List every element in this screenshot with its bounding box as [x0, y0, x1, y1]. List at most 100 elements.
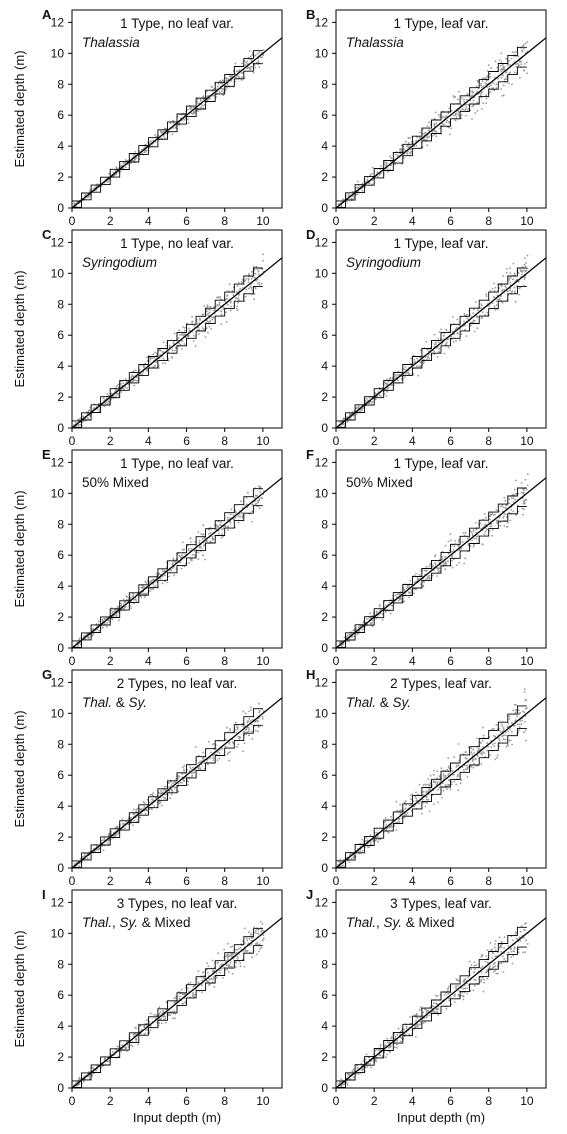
- data-point: [146, 360, 149, 362]
- panel-letter: H: [306, 667, 315, 682]
- data-point: [439, 570, 441, 573]
- data-point: [126, 596, 129, 598]
- data-point: [149, 1029, 152, 1031]
- annotation-title: 1 Type, no leaf var.: [120, 456, 234, 471]
- data-point: [488, 85, 491, 88]
- data-point: [208, 740, 210, 743]
- data-point: [179, 555, 182, 558]
- data-point: [222, 94, 225, 97]
- data-point: [159, 801, 162, 804]
- data-point: [518, 60, 521, 62]
- data-point: [525, 269, 528, 272]
- data-point: [519, 720, 522, 722]
- data-point: [229, 517, 232, 519]
- data-point: [209, 531, 212, 534]
- data-point: [162, 1015, 165, 1018]
- data-point: [489, 76, 492, 78]
- data-point: [167, 359, 170, 362]
- data-point: [135, 1040, 137, 1043]
- x-tick-label: 6: [183, 214, 190, 228]
- data-point: [154, 134, 156, 136]
- y-tick-label: 12: [51, 675, 65, 689]
- data-point: [257, 270, 260, 273]
- x-tick-label: 6: [447, 214, 454, 228]
- data-point: [440, 328, 442, 331]
- data-point: [236, 285, 239, 287]
- data-point: [400, 375, 403, 378]
- data-point: [143, 1025, 146, 1027]
- data-point: [406, 811, 409, 814]
- data-point: [103, 837, 106, 840]
- data-point: [524, 270, 527, 273]
- data-point: [145, 593, 148, 595]
- data-point: [473, 319, 476, 322]
- data-point: [343, 858, 345, 861]
- data-point: [198, 539, 201, 542]
- data-point: [116, 825, 119, 828]
- data-point: [522, 710, 524, 713]
- data-point: [245, 937, 248, 940]
- data-point: [230, 953, 233, 956]
- data-point: [409, 152, 412, 155]
- data-point: [474, 522, 477, 524]
- data-point: [148, 801, 151, 804]
- data-point: [472, 545, 475, 548]
- annotation-subtitle: Thal. & Sy.: [82, 695, 147, 710]
- data-point: [261, 939, 264, 942]
- data-point: [410, 591, 412, 594]
- data-point: [117, 171, 120, 173]
- data-point: [496, 754, 499, 757]
- data-point: [218, 757, 221, 760]
- data-point: [141, 148, 143, 151]
- data-point: [259, 491, 262, 493]
- data-point: [243, 927, 246, 930]
- data-point: [473, 752, 476, 754]
- data-point: [257, 932, 260, 935]
- x-tick-label: 10: [256, 654, 270, 668]
- data-point: [481, 91, 483, 94]
- data-point: [103, 1058, 106, 1061]
- data-point: [149, 358, 152, 361]
- lower-step-line: [72, 725, 263, 868]
- data-point: [459, 782, 462, 785]
- data-point: [254, 54, 257, 56]
- data-point: [216, 759, 219, 762]
- annotation-subtitle: Thal., Sy. & Mixed: [82, 915, 191, 930]
- data-point: [490, 525, 493, 528]
- data-point: [395, 800, 398, 803]
- data-point: [410, 798, 412, 801]
- data-point: [164, 137, 166, 140]
- panel-letter: I: [42, 887, 46, 902]
- x-tick-label: 8: [485, 654, 492, 668]
- data-point: [139, 810, 141, 812]
- y-tick-label: 4: [57, 139, 64, 153]
- data-point: [258, 51, 261, 54]
- data-point: [421, 798, 424, 801]
- data-point: [256, 953, 258, 956]
- data-point: [471, 753, 473, 755]
- data-point: [502, 738, 505, 740]
- x-tick-label: 0: [333, 654, 340, 668]
- data-point: [243, 731, 246, 733]
- data-point: [419, 349, 422, 352]
- plot-frame: [335, 669, 547, 869]
- data-point: [190, 112, 193, 115]
- data-point: [158, 367, 160, 369]
- data-point: [203, 767, 206, 770]
- data-point: [241, 515, 244, 518]
- data-point: [427, 783, 429, 786]
- data-point: [424, 805, 427, 808]
- data-point: [145, 582, 148, 585]
- plot-frame: [71, 889, 283, 1089]
- data-point: [106, 402, 109, 405]
- data-point: [107, 180, 109, 183]
- data-point: [117, 383, 119, 386]
- data-point: [160, 137, 163, 140]
- x-tick-label: 4: [409, 874, 416, 888]
- data-point: [213, 986, 216, 988]
- data-point: [457, 544, 459, 547]
- data-point: [228, 971, 230, 973]
- data-point: [115, 166, 118, 169]
